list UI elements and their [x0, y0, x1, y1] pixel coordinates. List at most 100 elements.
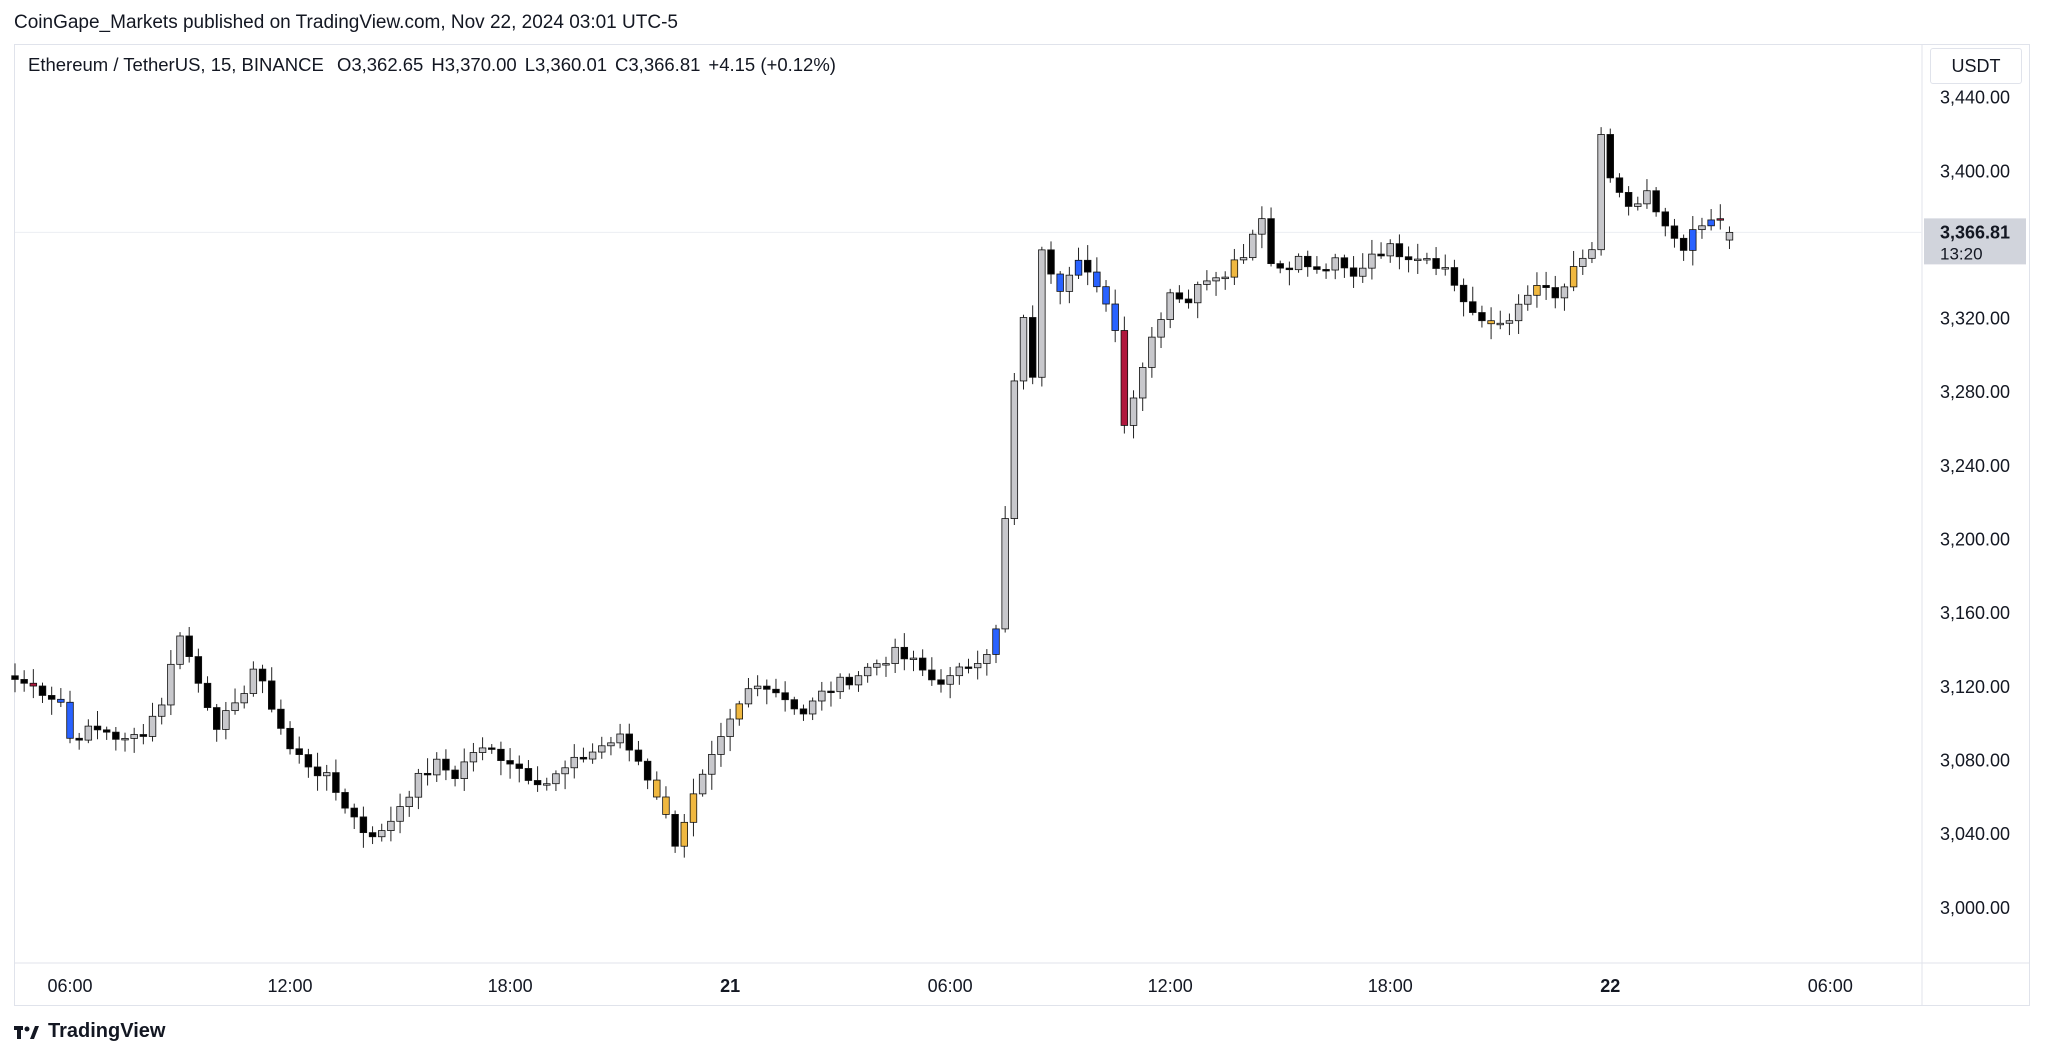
published-caption: CoinGape_Markets published on TradingVie… — [14, 12, 678, 33]
candle — [1157, 312, 1165, 349]
candle — [1496, 310, 1504, 330]
candle — [515, 755, 523, 783]
candle — [268, 667, 276, 713]
candle — [506, 748, 514, 779]
candle — [442, 749, 450, 781]
candle — [543, 777, 551, 791]
candle — [1487, 307, 1495, 340]
currency-label: USDT — [1951, 55, 2001, 76]
candle — [561, 760, 569, 790]
price-axis[interactable]: 3,000.00 3,040.00 3,080.00 3,120.00 3,160.00… — [1940, 88, 2010, 918]
candle — [1074, 247, 1083, 280]
candle — [332, 759, 340, 801]
candle — [469, 742, 478, 772]
candle — [350, 803, 358, 830]
candle — [1230, 248, 1239, 285]
candle — [1304, 250, 1312, 277]
candle — [1285, 261, 1294, 286]
candle — [222, 701, 230, 740]
time-axis[interactable]: 06:00 12:00 18:00 21 06:00 12:00 18:00 22 06:00 — [47, 976, 1852, 996]
price-tick-label: 3,040.00 — [1940, 824, 2010, 844]
candle — [1120, 316, 1129, 434]
candle — [57, 688, 65, 708]
candle — [1359, 253, 1367, 283]
currency-button[interactable]: USDT — [1930, 48, 2022, 84]
candle — [478, 737, 487, 761]
candle — [1469, 286, 1477, 316]
candle — [827, 681, 835, 707]
candle — [1010, 373, 1019, 525]
candle — [1569, 250, 1578, 292]
candle — [1478, 305, 1486, 328]
candle — [1606, 128, 1614, 183]
candle — [1331, 253, 1339, 280]
candle — [176, 632, 184, 670]
price-chart[interactable]: 3,000.00 3,040.00 3,080.00 3,120.00 3,160.00… — [0, 0, 2048, 1006]
candle — [277, 699, 285, 735]
candle — [928, 657, 936, 686]
candle — [1505, 313, 1514, 336]
candle — [708, 740, 716, 790]
candle — [231, 688, 239, 715]
time-tick-label: 12:00 — [268, 976, 313, 996]
candle — [1294, 253, 1303, 273]
candle — [799, 704, 808, 721]
candle — [66, 690, 74, 744]
price-tick-label: 3,200.00 — [1940, 530, 2010, 550]
time-tick-label: 22 — [1600, 976, 1620, 996]
candle — [753, 675, 762, 697]
candle — [1423, 252, 1431, 265]
candle — [1065, 266, 1074, 304]
legend-high: H3,370.00 — [431, 54, 517, 75]
candle — [579, 747, 588, 763]
legend-low: L3,360.01 — [524, 54, 608, 75]
candle — [836, 673, 844, 699]
candle — [185, 626, 193, 663]
price-tick-label: 3,120.00 — [1940, 677, 2010, 697]
candle — [1643, 179, 1651, 209]
candle — [524, 760, 533, 785]
candle — [873, 659, 881, 676]
footer: TradingView — [14, 1020, 165, 1043]
candle — [396, 793, 404, 834]
price-tick-label: 3,240.00 — [1940, 456, 2010, 476]
candle — [1524, 285, 1532, 311]
candle — [1028, 305, 1037, 385]
candle — [1340, 254, 1349, 278]
candle — [75, 732, 83, 750]
candle — [1093, 257, 1101, 293]
candle — [84, 719, 93, 744]
candle — [790, 696, 799, 715]
candle — [1148, 326, 1156, 378]
candle — [726, 708, 734, 752]
candle — [378, 823, 386, 842]
candle — [304, 748, 313, 778]
price-tick-label: 3,160.00 — [1940, 603, 2010, 623]
time-tick-label: 06:00 — [47, 976, 92, 996]
price-tick-label: 3,440.00 — [1940, 88, 2010, 108]
candle — [1056, 271, 1064, 305]
legend-change: +4.15 (+0.12%) — [708, 54, 836, 75]
candle — [157, 697, 166, 725]
candle — [93, 710, 102, 740]
candle — [1239, 244, 1248, 264]
footer-brand[interactable]: TradingView — [48, 1020, 166, 1042]
candle — [1386, 239, 1394, 263]
candle — [1138, 362, 1147, 412]
candle — [1349, 256, 1358, 288]
candle — [1588, 242, 1596, 264]
candle — [983, 649, 991, 676]
legend-symbol[interactable]: Ethereum / TetherUS, 15, BINANCE — [28, 54, 324, 75]
candle — [946, 666, 954, 699]
candle — [689, 778, 698, 837]
candle — [1203, 270, 1211, 291]
candle — [359, 806, 368, 848]
candle — [643, 758, 652, 790]
candle — [570, 744, 578, 779]
candle — [1414, 243, 1422, 274]
candle — [130, 727, 138, 753]
candle — [433, 752, 441, 782]
candle — [1267, 207, 1275, 267]
candle — [1670, 218, 1679, 248]
candle — [1083, 245, 1092, 286]
